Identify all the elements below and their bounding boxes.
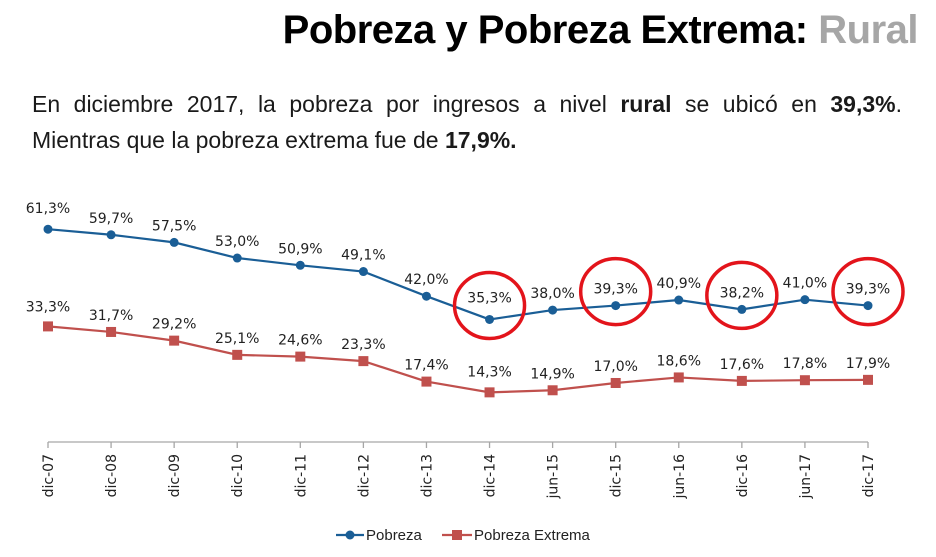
marker-pobreza-extrema bbox=[863, 374, 873, 385]
data-label-pobreza-extrema: 31,7% bbox=[89, 308, 133, 324]
x-tick-label: dic-15 bbox=[609, 454, 625, 497]
data-label-pobreza: 61,3% bbox=[26, 201, 70, 217]
data-label-pobreza: 59,7% bbox=[89, 211, 133, 227]
title-accent: Rural bbox=[818, 8, 918, 52]
data-label-pobreza: 39,3% bbox=[593, 282, 637, 298]
highlight-circle bbox=[705, 260, 779, 331]
x-tick-label: dic-10 bbox=[230, 454, 246, 497]
x-tick-label: dic-14 bbox=[483, 454, 499, 497]
marker-pobreza-extrema bbox=[736, 375, 747, 386]
marker-pobreza bbox=[548, 305, 558, 315]
data-label-pobreza: 40,9% bbox=[657, 276, 701, 292]
marker-pobreza bbox=[106, 230, 116, 240]
data-label-pobreza-extrema: 17,4% bbox=[404, 358, 448, 374]
marker-pobreza-extrema bbox=[169, 335, 180, 346]
marker-pobreza bbox=[169, 237, 179, 247]
marker-pobreza-extrema bbox=[295, 351, 306, 362]
data-label-pobreza-extrema: 25,1% bbox=[215, 331, 259, 347]
marker-pobreza bbox=[485, 314, 495, 324]
marker-pobreza bbox=[43, 224, 53, 234]
summary-bold-extrema: 17,9%. bbox=[444, 127, 517, 153]
marker-pobreza bbox=[800, 295, 810, 305]
summary-part1: En diciembre 2017, la pobreza por ingres… bbox=[32, 91, 621, 117]
series-line-pobreza bbox=[47, 228, 869, 321]
series-line-pobreza-extrema bbox=[47, 325, 869, 394]
marker-pobreza bbox=[232, 253, 242, 263]
data-label-pobreza: 53,0% bbox=[215, 234, 259, 250]
marker-pobreza-extrema bbox=[421, 376, 432, 387]
marker-pobreza-extrema bbox=[43, 321, 53, 332]
x-tick-label: dic-09 bbox=[167, 454, 183, 497]
summary-bold-rural: rural bbox=[620, 91, 672, 117]
x-tick-label: dic-07 bbox=[41, 454, 57, 497]
x-tick-label: dic-13 bbox=[419, 454, 435, 497]
summary-part3: . Mientras que la pobreza extrema fue de bbox=[32, 91, 902, 153]
data-label-pobreza-extrema: 33,3% bbox=[26, 299, 70, 315]
marker-pobreza-extrema bbox=[484, 387, 495, 398]
x-tick-label: dic-11 bbox=[293, 454, 309, 497]
legend-marker-pobreza bbox=[345, 530, 355, 540]
marker-pobreza-extrema bbox=[610, 377, 621, 388]
data-label-pobreza-extrema: 24,6% bbox=[278, 333, 322, 349]
marker-pobreza bbox=[674, 295, 684, 305]
data-label-pobreza-extrema: 23,3% bbox=[341, 337, 385, 353]
data-label-pobreza: 38,0% bbox=[530, 286, 574, 302]
x-tick-label: dic-08 bbox=[104, 454, 120, 497]
marker-pobreza bbox=[358, 267, 368, 277]
highlight-circle bbox=[578, 256, 653, 327]
legend-label-pobreza-extrema: Pobreza Extrema bbox=[474, 527, 591, 544]
data-label-pobreza: 42,0% bbox=[404, 272, 448, 288]
data-label-pobreza: 49,1% bbox=[341, 248, 385, 264]
summary-bold-pobreza: 39,3% bbox=[830, 91, 896, 117]
data-label-pobreza-extrema: 14,3% bbox=[467, 364, 511, 380]
x-tick-label: jun-16 bbox=[672, 454, 688, 500]
data-label-pobreza: 50,9% bbox=[278, 241, 322, 257]
data-label-pobreza-extrema: 17,8% bbox=[783, 356, 827, 372]
x-tick-label: dic-17 bbox=[861, 454, 877, 497]
data-label-pobreza: 35,3% bbox=[467, 290, 511, 306]
x-tick-label: dic-12 bbox=[356, 454, 372, 497]
x-tick-label: jun-15 bbox=[546, 454, 562, 500]
marker-pobreza-extrema bbox=[358, 356, 369, 367]
highlight-circle bbox=[452, 270, 527, 341]
marker-pobreza-extrema bbox=[799, 375, 810, 386]
marker-pobreza-extrema bbox=[547, 385, 558, 396]
data-label-pobreza: 41,0% bbox=[783, 276, 827, 292]
highlight-circle bbox=[831, 256, 905, 327]
data-label-pobreza: 39,3% bbox=[846, 282, 890, 298]
marker-pobreza bbox=[611, 301, 621, 311]
data-label-pobreza: 57,5% bbox=[152, 218, 196, 234]
marker-pobreza bbox=[863, 301, 873, 311]
x-tick-label: jun-17 bbox=[798, 454, 814, 500]
summary-part2: se ubicó en bbox=[671, 91, 831, 117]
page-title: Pobreza y Pobreza Extrema: Rural bbox=[282, 8, 919, 53]
marker-pobreza-extrema bbox=[106, 326, 117, 337]
data-label-pobreza-extrema: 17,6% bbox=[720, 357, 764, 373]
data-label-pobreza-extrema: 29,2% bbox=[152, 317, 196, 333]
data-label-pobreza-extrema: 17,0% bbox=[593, 359, 637, 375]
data-label-pobreza: 38,2% bbox=[720, 285, 764, 301]
data-label-pobreza-extrema: 17,9% bbox=[846, 356, 890, 372]
marker-pobreza-extrema bbox=[232, 349, 243, 360]
marker-pobreza bbox=[295, 260, 305, 270]
marker-pobreza bbox=[737, 304, 747, 314]
x-tick-label: dic-16 bbox=[735, 454, 751, 497]
title-main: Pobreza y Pobreza Extrema: bbox=[282, 8, 819, 52]
legend-marker-pobreza-extrema bbox=[452, 530, 462, 540]
summary-text: En diciembre 2017, la pobreza por ingres… bbox=[32, 86, 902, 158]
legend-label-pobreza: Pobreza bbox=[366, 527, 423, 544]
marker-pobreza-extrema bbox=[673, 372, 684, 383]
data-label-pobreza-extrema: 14,9% bbox=[530, 366, 574, 382]
marker-pobreza bbox=[421, 291, 431, 301]
data-label-pobreza-extrema: 18,6% bbox=[657, 353, 701, 369]
